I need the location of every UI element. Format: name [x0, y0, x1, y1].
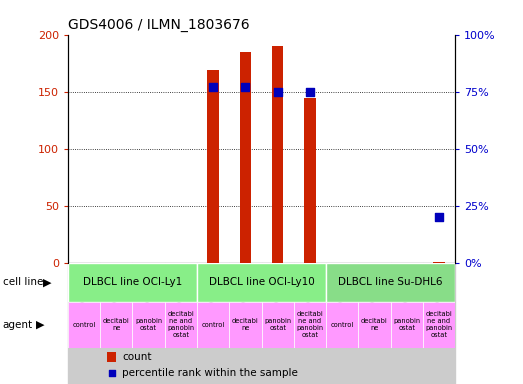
Bar [165, 302, 197, 348]
Bar [262, 302, 294, 348]
Bar [326, 263, 358, 384]
Bar [262, 263, 294, 384]
Text: count: count [122, 353, 152, 362]
Bar [262, 263, 294, 302]
Bar [107, 353, 116, 362]
Text: control: control [73, 322, 96, 328]
Bar [423, 263, 455, 384]
Bar [423, 302, 455, 348]
Bar [229, 302, 262, 348]
Bar [100, 263, 132, 384]
Bar [229, 263, 262, 384]
Bar [68, 263, 197, 302]
Point [107, 370, 116, 376]
Point [305, 89, 314, 95]
Bar [294, 302, 326, 348]
Bar [132, 263, 165, 384]
Text: decitabi
ne: decitabi ne [103, 318, 130, 331]
Bar [326, 302, 358, 348]
Bar [240, 52, 251, 263]
Text: control: control [331, 322, 354, 328]
Text: control: control [201, 322, 225, 328]
Bar [391, 302, 423, 348]
Text: GDS4006 / ILMN_1803676: GDS4006 / ILMN_1803676 [68, 18, 249, 32]
Bar [423, 263, 455, 302]
Bar [391, 263, 423, 384]
Text: agent: agent [3, 320, 33, 330]
Point [241, 84, 249, 90]
Bar [197, 263, 229, 302]
Bar [294, 263, 326, 302]
Bar [165, 263, 197, 302]
Text: decitabi
ne and
panobin
ostat: decitabi ne and panobin ostat [297, 311, 323, 338]
Text: ▶: ▶ [43, 277, 51, 287]
Point [435, 214, 443, 220]
Text: DLBCL line OCI-Ly1: DLBCL line OCI-Ly1 [83, 277, 182, 287]
Text: percentile rank within the sample: percentile rank within the sample [122, 368, 298, 378]
Point [209, 84, 218, 90]
Text: DLBCL line Su-DHL6: DLBCL line Su-DHL6 [338, 277, 443, 287]
Text: panobin
ostat: panobin ostat [135, 318, 162, 331]
Text: ▶: ▶ [36, 320, 44, 330]
Bar [197, 263, 229, 384]
Bar [100, 263, 132, 302]
Bar [326, 263, 455, 302]
Bar [326, 263, 358, 302]
Bar [433, 262, 445, 263]
Bar [358, 263, 391, 384]
Text: DLBCL line OCI-Ly10: DLBCL line OCI-Ly10 [209, 277, 314, 287]
Bar [68, 263, 100, 302]
Bar [132, 302, 165, 348]
Bar [197, 263, 326, 302]
Text: decitabi
ne: decitabi ne [361, 318, 388, 331]
Bar [358, 263, 391, 302]
Bar [165, 263, 197, 384]
Bar [229, 263, 262, 302]
Bar [132, 263, 165, 302]
Bar [304, 98, 315, 263]
Text: panobin
ostat: panobin ostat [264, 318, 291, 331]
Text: panobin
ostat: panobin ostat [393, 318, 420, 331]
Bar [358, 302, 391, 348]
Bar [197, 302, 229, 348]
Bar [68, 302, 100, 348]
Point [274, 89, 282, 95]
Bar [208, 70, 219, 263]
Bar [68, 263, 100, 384]
Text: decitabi
ne: decitabi ne [232, 318, 259, 331]
Text: cell line: cell line [3, 277, 43, 287]
Text: decitabi
ne and
panobin
ostat: decitabi ne and panobin ostat [167, 311, 195, 338]
Text: decitabi
ne and
panobin
ostat: decitabi ne and panobin ostat [425, 311, 452, 338]
Bar [100, 302, 132, 348]
Bar [272, 46, 283, 263]
Bar [391, 263, 423, 302]
Bar [294, 263, 326, 384]
